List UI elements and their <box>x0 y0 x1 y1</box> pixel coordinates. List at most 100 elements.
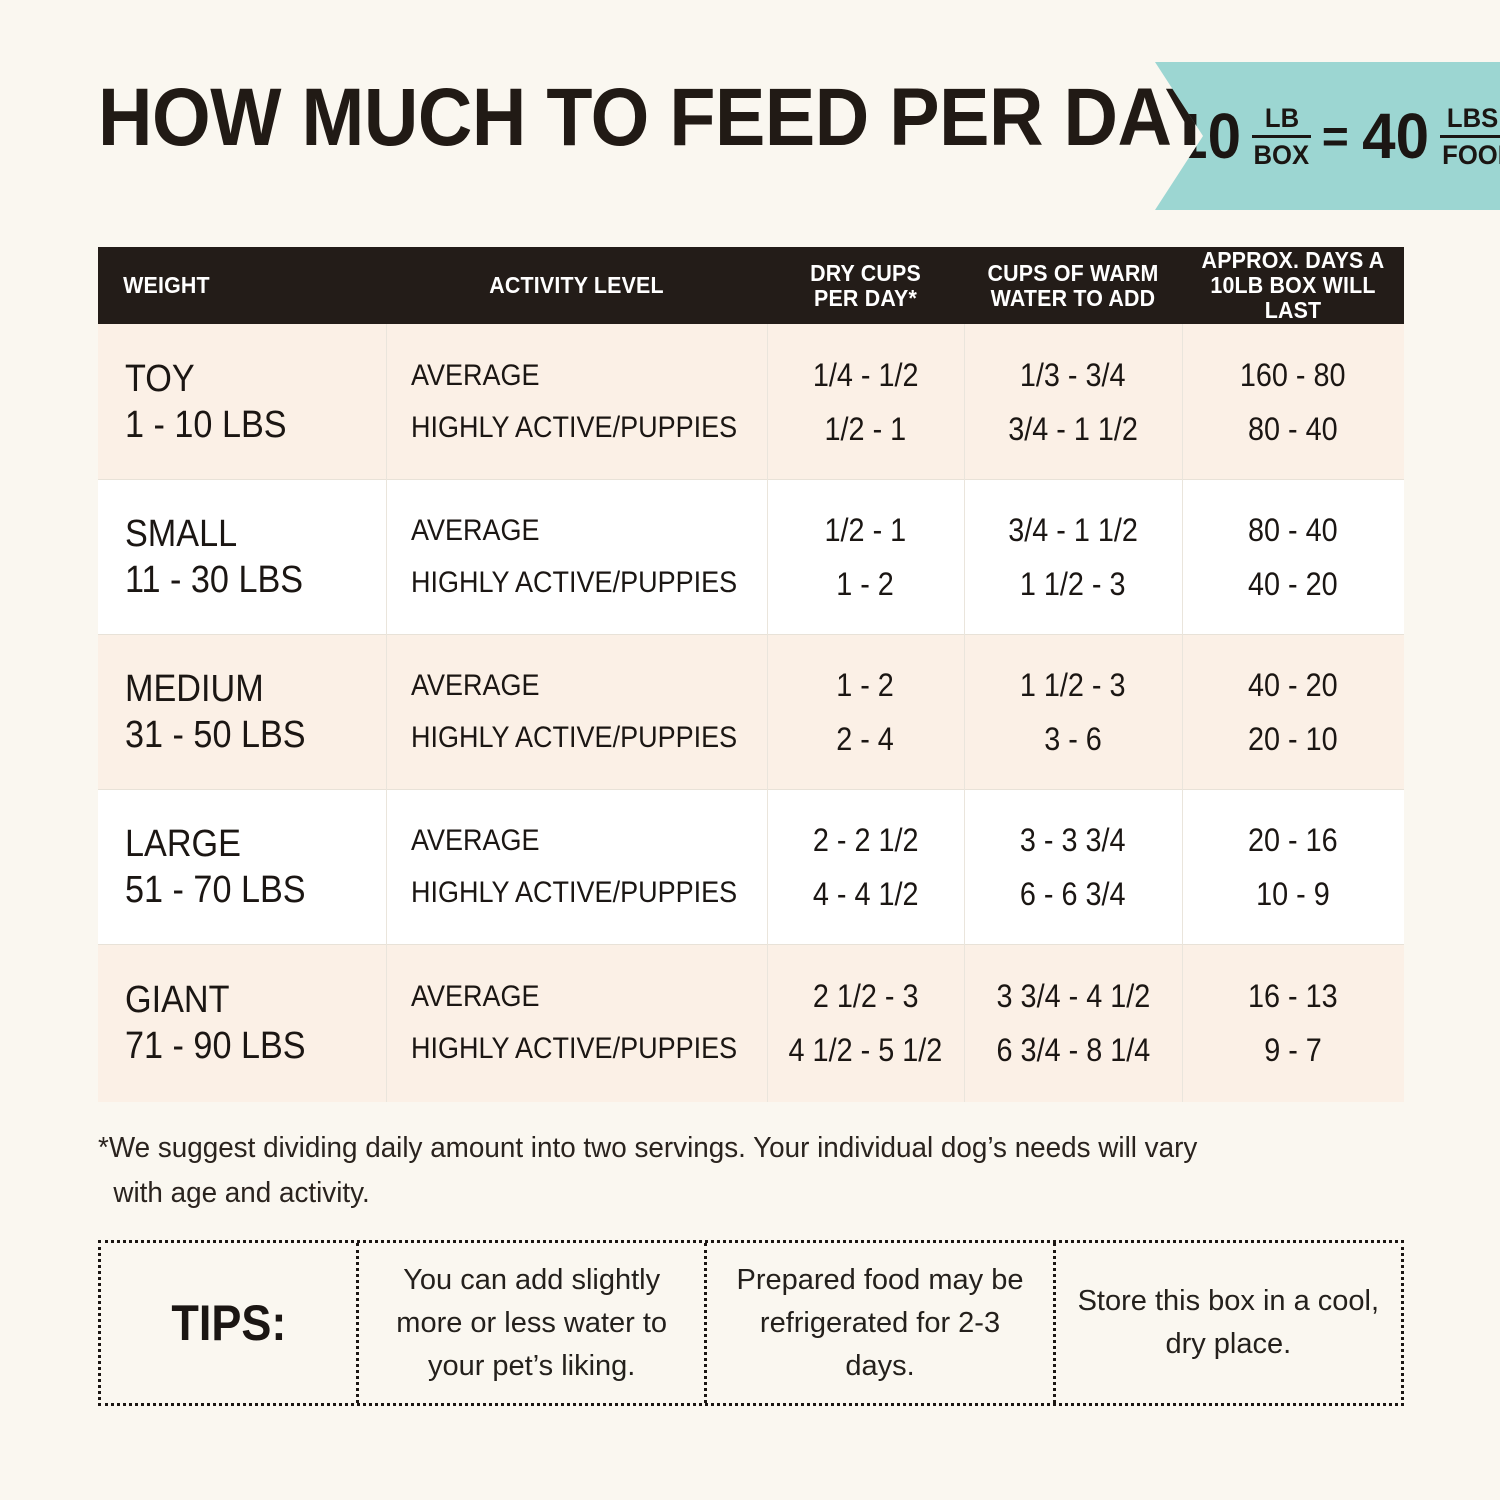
column-header-activity-level: ACTIVITY LEVEL <box>489 272 664 298</box>
tip-item: You can add slightly more or less water … <box>356 1243 704 1403</box>
activity-average: AVERAGE <box>411 358 540 392</box>
weight-class-name: MEDIUM <box>125 667 264 710</box>
weight-class-range: 1 - 10 LBS <box>125 403 287 446</box>
water-average: 3 - 3 3/4 <box>1020 821 1126 858</box>
cell-water: 1/3 - 3/4 3/4 - 1 1/2 <box>964 358 1182 446</box>
days-average: 80 - 40 <box>1248 511 1338 548</box>
tip-item: Prepared food may be refrigerated for 2-… <box>704 1243 1052 1403</box>
days-average: 160 - 80 <box>1240 356 1346 393</box>
column-header-water: CUPS OF WARM WATER TO ADD <box>987 259 1159 311</box>
activity-highly-active: HIGHLY ACTIVE/PUPPIES <box>411 410 738 444</box>
dry-cups-active: 4 - 4 1/2 <box>812 875 919 912</box>
badge-result-fraction: LBS of FOOD! <box>1439 103 1500 170</box>
column-header-weight: WEIGHT <box>123 272 210 298</box>
cell-dry-cups: 1/2 - 1 1 - 2 <box>767 513 964 601</box>
cell-weight: LARGE 51 - 70 LBS <box>98 824 386 910</box>
dry-cups-average: 2 1/2 - 3 <box>812 978 919 1014</box>
days-active: 10 - 9 <box>1256 875 1330 912</box>
dry-cups-average: 1/4 - 1/2 <box>812 356 919 393</box>
water-active: 3 - 6 <box>1044 720 1102 757</box>
weight-class-name: SMALL <box>125 512 238 555</box>
cell-activity-level: AVERAGE HIGHLY ACTIVE/PUPPIES <box>386 981 767 1065</box>
activity-average: AVERAGE <box>411 980 540 1013</box>
cell-activity-level: AVERAGE HIGHLY ACTIVE/PUPPIES <box>386 823 767 909</box>
weight-class-range: 31 - 50 LBS <box>125 713 306 756</box>
days-average: 16 - 13 <box>1248 978 1338 1014</box>
cell-days: 20 - 16 10 - 9 <box>1182 823 1404 911</box>
dry-cups-active: 1 - 2 <box>836 565 895 602</box>
column-header-dry-cups: DRY CUPS PER DAY* <box>810 259 921 311</box>
footnote-line-2: with age and activity. <box>113 1177 370 1209</box>
days-active: 9 - 7 <box>1264 1032 1322 1068</box>
cell-activity-level: AVERAGE HIGHLY ACTIVE/PUPPIES <box>386 669 767 754</box>
fraction-bar <box>1252 134 1311 138</box>
activity-highly-active: HIGHLY ACTIVE/PUPPIES <box>411 565 738 599</box>
water-average: 3/4 - 1 1/2 <box>1008 511 1138 548</box>
table-header-row: WEIGHT ACTIVITY LEVEL DRY CUPS PER DAY* … <box>98 247 1404 324</box>
activity-highly-active: HIGHLY ACTIVE/PUPPIES <box>411 720 738 754</box>
badge-result: 40 <box>1361 100 1429 172</box>
weight-class-range: 71 - 90 LBS <box>125 1025 306 1067</box>
weight-class-range: 11 - 30 LBS <box>125 558 304 601</box>
cell-dry-cups: 2 1/2 - 3 4 1/2 - 5 1/2 <box>767 979 964 1067</box>
cell-days: 16 - 13 9 - 7 <box>1182 979 1404 1067</box>
cell-dry-cups: 2 - 2 1/2 4 - 4 1/2 <box>767 823 964 911</box>
dry-cups-average: 1 - 2 <box>836 666 895 703</box>
water-active: 3/4 - 1 1/2 <box>1008 410 1138 447</box>
tip-item: Store this box in a cool, dry place. <box>1052 1243 1401 1403</box>
conversion-badge: 10 LB BOX = 40 LBS of FOOD! <box>1155 62 1500 210</box>
tips-label-cell: TIPS: <box>101 1243 356 1403</box>
weight-class-name: GIANT <box>125 979 230 1021</box>
days-average: 20 - 16 <box>1248 821 1338 858</box>
badge-unit-fraction: LB BOX <box>1252 103 1311 170</box>
water-average: 1/3 - 3/4 <box>1020 356 1126 393</box>
cell-weight: TOY 1 - 10 LBS <box>98 359 386 445</box>
activity-highly-active: HIGHLY ACTIVE/PUPPIES <box>411 1032 738 1065</box>
activity-average: AVERAGE <box>411 513 540 547</box>
badge-result-denominator: FOOD! <box>1442 139 1500 170</box>
cell-weight: SMALL 11 - 30 LBS <box>98 514 386 600</box>
tips-label: TIPS: <box>170 1295 287 1351</box>
column-header-days: APPROX. DAYS A 10LB BOX WILL LAST <box>1201 247 1385 323</box>
water-active: 1 1/2 - 3 <box>1020 565 1126 602</box>
cell-activity-level: AVERAGE HIGHLY ACTIVE/PUPPIES <box>386 358 767 444</box>
dry-cups-active: 2 - 4 <box>836 720 895 757</box>
weight-class-name: TOY <box>125 357 195 400</box>
page-title: HOW MUCH TO FEED PER DAY <box>98 72 1215 163</box>
badge-result-numerator: LBS <box>1446 102 1499 133</box>
cell-dry-cups: 1/4 - 1/2 1/2 - 1 <box>767 358 964 446</box>
table-row: GIANT 71 - 90 LBS AVERAGE HIGHLY ACTIVE/… <box>98 944 1404 1102</box>
days-active: 40 - 20 <box>1248 565 1338 602</box>
activity-average: AVERAGE <box>411 823 540 857</box>
header-row: HOW MUCH TO FEED PER DAY 10 LB BOX = 40 … <box>0 62 1500 212</box>
table-row: SMALL 11 - 30 LBS AVERAGE HIGHLY ACTIVE/… <box>98 479 1404 634</box>
table-row: TOY 1 - 10 LBS AVERAGE HIGHLY ACTIVE/PUP… <box>98 324 1404 479</box>
badge-unit-denominator: BOX <box>1253 139 1310 170</box>
activity-highly-active: HIGHLY ACTIVE/PUPPIES <box>411 875 738 909</box>
water-average: 1 1/2 - 3 <box>1020 666 1126 703</box>
tip-text: Store this box in a cool, dry place. <box>1077 1285 1380 1360</box>
table-row: LARGE 51 - 70 LBS AVERAGE HIGHLY ACTIVE/… <box>98 789 1404 944</box>
feeding-table: WEIGHT ACTIVITY LEVEL DRY CUPS PER DAY* … <box>98 247 1404 1102</box>
dry-cups-active: 4 1/2 - 5 1/2 <box>788 1032 943 1068</box>
weight-class-range: 51 - 70 LBS <box>125 868 306 911</box>
fraction-bar <box>1439 134 1500 138</box>
table-row: MEDIUM 31 - 50 LBS AVERAGE HIGHLY ACTIVE… <box>98 634 1404 789</box>
water-average: 3 3/4 - 4 1/2 <box>996 978 1150 1014</box>
badge-result-numerator-wrap: LBS of <box>1447 103 1500 133</box>
cell-weight: GIANT 71 - 90 LBS <box>98 980 386 1066</box>
cell-water: 3 3/4 - 4 1/2 6 3/4 - 8 1/4 <box>964 979 1182 1067</box>
tip-text: You can add slightly more or less water … <box>396 1263 668 1382</box>
water-active: 6 3/4 - 8 1/4 <box>996 1032 1150 1068</box>
days-average: 40 - 20 <box>1248 666 1338 703</box>
footnote-line-1: *We suggest dividing daily amount into t… <box>98 1132 1198 1164</box>
cell-water: 1 1/2 - 3 3 - 6 <box>964 668 1182 756</box>
cell-weight: MEDIUM 31 - 50 LBS <box>98 669 386 755</box>
footnote: *We suggest dividing daily amount into t… <box>98 1126 1279 1216</box>
cell-days: 160 - 80 80 - 40 <box>1182 358 1404 446</box>
days-active: 80 - 40 <box>1248 410 1338 447</box>
cell-days: 80 - 40 40 - 20 <box>1182 513 1404 601</box>
cell-water: 3 - 3 3/4 6 - 6 3/4 <box>964 823 1182 911</box>
badge-equals-sign: = <box>1321 110 1349 162</box>
